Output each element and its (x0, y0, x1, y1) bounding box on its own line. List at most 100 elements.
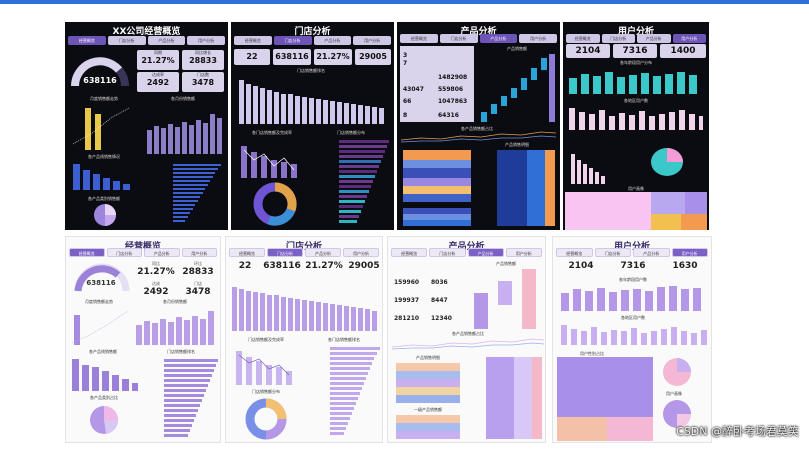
kpi-1: 2104 (568, 261, 594, 271)
panel-product-dark: 产品分析 经营概览 门店分析 产品分析 用户分析 3 7 43047 55980… (397, 22, 560, 230)
panel-user-dark: 用户分析 经营概览 门店分析 产品分析 用户分析 2104 7316 1400 … (563, 22, 709, 230)
store-ranking-bars (232, 287, 377, 331)
tab-store[interactable]: 门店分析 (106, 248, 142, 257)
section-label: 各月份销售额 (163, 299, 187, 304)
tab-user[interactable]: 用户分析 (519, 34, 557, 43)
trend-lines (401, 131, 556, 143)
tab-overview[interactable]: 经营概览 (391, 248, 428, 257)
top-accent-line (0, 0, 809, 4)
section-label: 各地区用户数 (621, 315, 645, 320)
tab-store[interactable]: 门店分析 (594, 248, 631, 257)
tab-store[interactable]: 门店分析 (429, 248, 466, 257)
panel-title: 门店分析 (294, 27, 331, 37)
kpi-2: 7316 (613, 44, 657, 58)
kpi-4: 门店数 3478 (182, 72, 224, 92)
tab-user[interactable]: 用户分析 (353, 36, 391, 45)
section-label: 各月份销售额 (171, 96, 195, 101)
tab-store[interactable]: 门店分析 (273, 36, 312, 45)
section-label: 产品销售明细 (505, 142, 529, 147)
section-label: 月度销售额走势 (85, 299, 113, 304)
kpi-3: 21.27% (314, 49, 352, 65)
kpi-4: 29005 (355, 49, 391, 65)
tab-user[interactable]: 用户分析 (505, 248, 542, 257)
tab-product[interactable]: 产品分析 (479, 34, 518, 43)
section-label: 门店销售额排名 (297, 68, 325, 73)
tab-user[interactable]: 用户分析 (187, 36, 225, 45)
tab-overview[interactable]: 经营概览 (68, 36, 106, 45)
tab-product[interactable]: 产品分析 (467, 248, 504, 257)
kpi-3: 21.27% (305, 261, 343, 271)
kpi-2: 638116 (273, 49, 311, 65)
section-label: 门店销售额分布 (252, 389, 280, 394)
tab-user[interactable]: 用户分析 (181, 248, 217, 257)
monthly-line-chart (72, 107, 130, 150)
tab-user[interactable]: 用户分析 (343, 248, 379, 257)
kpi-1: 同比 21.27% (137, 261, 175, 277)
kpi-2: 同比增长 28833 (182, 50, 224, 70)
tab-store[interactable]: 门店分析 (267, 248, 303, 257)
panel-title: 产品分析 (460, 27, 497, 37)
tab-overview[interactable]: 经营概览 (400, 34, 438, 43)
gauge-value: 638116 (83, 76, 117, 85)
kpi-1: 22 (234, 49, 270, 65)
region-bars (561, 325, 707, 345)
tab-product[interactable]: 产品分析 (637, 34, 671, 43)
section-label: 用户画像 (628, 186, 644, 191)
tab-product[interactable]: 产品分析 (313, 36, 352, 45)
store-donut (245, 398, 287, 440)
section-label: 用户画像 (666, 391, 682, 396)
stacked-bars-bottom (403, 208, 471, 226)
store-horizontal-bars (339, 140, 389, 223)
panel-title: XX公司经营概览 (112, 27, 181, 37)
tab-user[interactable]: 用户分析 (672, 34, 706, 43)
section-label: 各地区用户数 (624, 98, 648, 103)
panel-store-light: 门店分析 经营概览 门店分析 产品分析 用户分析 22 638116 21.27… (225, 236, 383, 443)
tab-bar: 经营概览 门店分析 产品分析 用户分析 (234, 36, 391, 45)
kpi-3: 达成率 2492 (137, 72, 179, 92)
product-kpi-box: 159960 8036 199937 8447 281210 12340 (394, 279, 452, 322)
section-label: 各门店销售额及完成率 (252, 130, 292, 135)
tab-overview[interactable]: 经营概览 (69, 248, 105, 257)
monthly-bar-chart (147, 114, 222, 154)
user-mini-charts (571, 148, 683, 184)
sales-gauge (71, 57, 129, 87)
tab-bar: 经营概览 门店分析 产品分析 用户分析 (68, 36, 225, 45)
tab-product[interactable]: 产品分析 (305, 248, 341, 257)
panel-store-dark: 门店分析 经营概览 门店分析 产品分析 用户分析 22 638116 21.27… (231, 22, 394, 230)
panel-product-light: 产品分析 经营概览 门店分析 产品分析 用户分析 159960 8036 199… (387, 236, 546, 443)
tab-user[interactable]: 用户分析 (671, 248, 708, 257)
panel-title: 用户分析 (617, 27, 654, 37)
section-label: 一级产品销售额 (414, 407, 442, 412)
stacked-bars-right (486, 357, 542, 439)
tab-overview[interactable]: 经营概览 (556, 248, 593, 257)
store-completion-chart (236, 351, 292, 385)
tab-product[interactable]: 产品分析 (147, 36, 186, 45)
kpi-2: 7316 (620, 261, 646, 271)
section-label: 门店销售额排名 (167, 349, 195, 354)
tab-product[interactable]: 产品分析 (144, 248, 180, 257)
tab-store[interactable]: 门店分析 (107, 36, 146, 45)
ranking-bars (164, 359, 218, 437)
tab-overview[interactable]: 经营概览 (234, 36, 272, 45)
kpi-3: 1400 (660, 44, 706, 58)
store-completion-chart (241, 146, 297, 178)
tab-store[interactable]: 门店分析 (439, 34, 478, 43)
section-label: 各产品销售额占比 (461, 126, 493, 131)
tab-overview[interactable]: 经营概览 (566, 34, 600, 43)
kpi-2: 环比 28833 (182, 261, 214, 277)
panel-title: 用户分析 (613, 242, 650, 252)
stacked-bars-left (403, 150, 471, 202)
tab-bar: 经营概览 门店分析 产品分析 用户分析 (229, 248, 379, 257)
stacked-bars-right (497, 150, 555, 226)
section-label: 各产品类别占比 (90, 395, 118, 400)
kpi-2: 638116 (263, 261, 301, 271)
tab-store[interactable]: 门店分析 (601, 34, 635, 43)
user-treemap (557, 357, 653, 441)
tab-product[interactable]: 产品分析 (633, 248, 670, 257)
panel-title: 产品分析 (448, 242, 485, 252)
section-label: 产品销售额 (496, 261, 516, 266)
kpi-4: 门店 3478 (185, 281, 211, 297)
section-label: 各产品线销售情况 (88, 154, 120, 159)
tab-overview[interactable]: 经营概览 (229, 248, 265, 257)
gauge-value: 638116 (86, 279, 116, 287)
